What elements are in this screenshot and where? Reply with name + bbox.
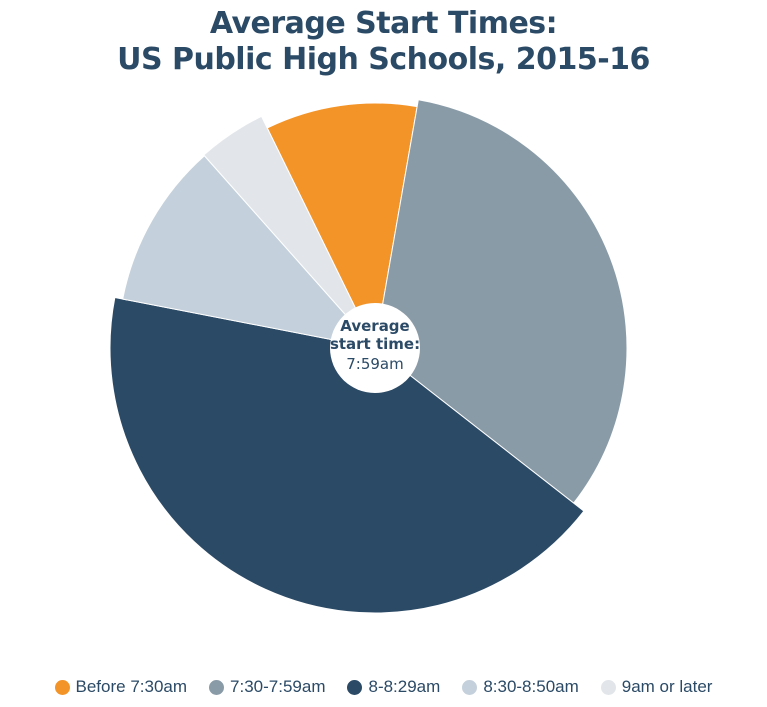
- pie-slice-before-7-30am: [266, 102, 418, 350]
- legend-item: 9am or later: [600, 677, 713, 697]
- chart-legend: Before 7:30am 7:30-7:59am 8-8:29am 8:30-8:5…: [0, 674, 767, 700]
- legend-item: 8-8:29am: [347, 677, 440, 697]
- pie-slice-8-30-8-50am: [122, 155, 377, 349]
- legend-item: 8:30-8:50am: [462, 677, 579, 697]
- legend-label: 9am or later: [621, 677, 713, 696]
- legend-label: Before 7:30am: [75, 677, 188, 696]
- legend-label: 8-8:29am: [368, 677, 441, 696]
- legend-swatch: [462, 679, 478, 695]
- chart-title: Average Start Times: US Public High Scho…: [0, 6, 767, 78]
- center-label-line-2: start time:: [330, 335, 420, 353]
- center-label-value: 7:59am: [346, 355, 404, 373]
- pie-slice-8-8-29am: [109, 296, 585, 614]
- center-circle: [330, 303, 420, 393]
- legend-item: 7:30-7:59am: [209, 677, 325, 697]
- pie-chart: Average start time: 7:59am: [109, 99, 628, 614]
- pie-slice-9am-or-later: [203, 115, 376, 349]
- legend-swatch: [347, 679, 363, 695]
- legend-item: Before 7:30am: [54, 677, 188, 697]
- legend-swatch: [209, 679, 225, 695]
- legend-swatch: [54, 679, 70, 695]
- chart-title-line-2: US Public High Schools, 2015-16: [117, 42, 650, 77]
- legend-label: 7:30-7:59am: [230, 677, 326, 696]
- pie-slices: [109, 99, 628, 614]
- legend-swatch: [600, 679, 616, 695]
- legend-label: 8:30-8:50am: [483, 677, 579, 696]
- center-label-line-1: Average: [340, 317, 409, 335]
- pie-slice-7-30-7-59am: [374, 99, 628, 504]
- chart-title-line-1: Average Start Times:: [209, 6, 558, 41]
